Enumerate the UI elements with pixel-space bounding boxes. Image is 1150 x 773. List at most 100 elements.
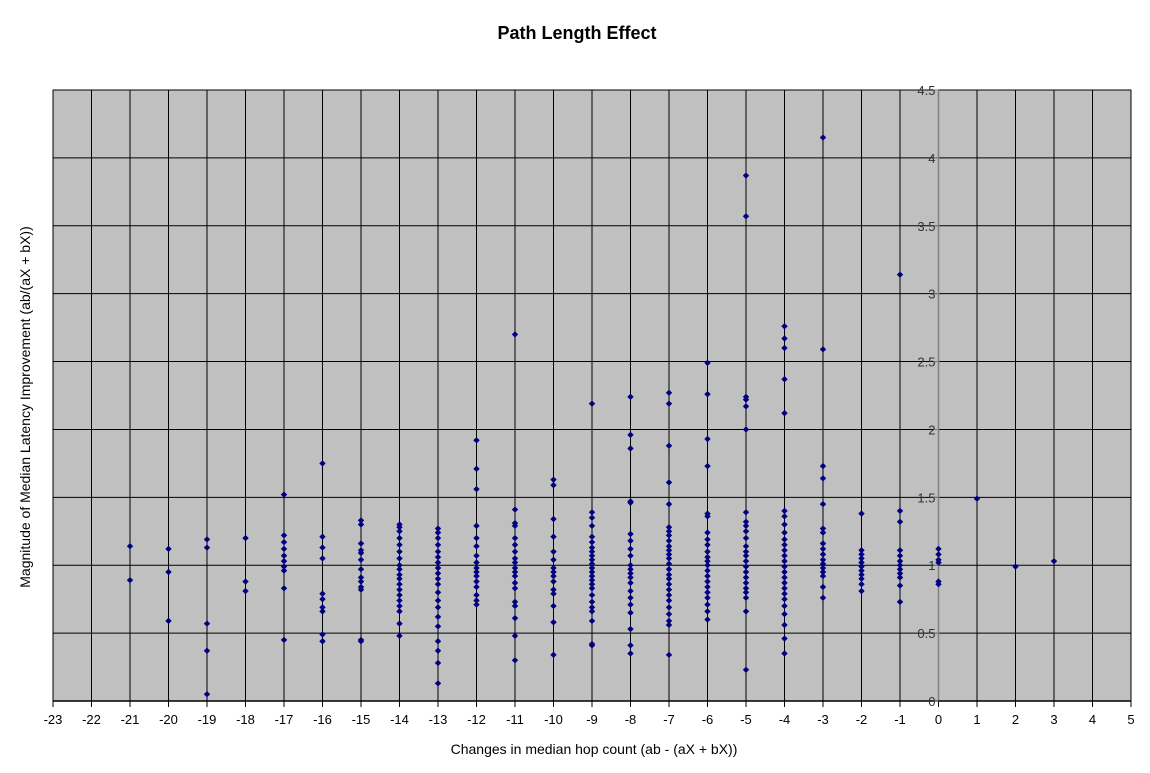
data-point	[511, 572, 519, 580]
y-axis-label: Magnitude of Median Latency Improvement …	[17, 226, 33, 587]
data-point	[434, 548, 442, 555]
y-tick-label: 0.5	[917, 626, 935, 641]
data-point	[280, 557, 288, 565]
x-tick-label: -3	[817, 712, 829, 727]
data-point	[858, 567, 865, 574]
data-point	[357, 540, 365, 547]
data-point	[781, 521, 788, 528]
data-point	[665, 560, 673, 568]
data-point	[434, 680, 442, 687]
data-point	[742, 522, 750, 530]
data-point	[203, 536, 211, 543]
data-point	[704, 462, 711, 470]
data-point	[665, 591, 673, 599]
data-point	[434, 638, 442, 645]
data-point	[511, 579, 519, 587]
x-tick-label: -9	[586, 712, 598, 727]
data-point	[434, 597, 442, 604]
data-point	[588, 572, 596, 580]
data-point	[781, 621, 788, 629]
data-point	[280, 636, 288, 644]
data-point	[627, 579, 634, 587]
data-point	[896, 562, 904, 569]
x-tick-label: -2	[856, 712, 868, 727]
data-point	[627, 545, 634, 553]
data-point	[781, 409, 788, 417]
data-point	[665, 610, 673, 618]
data-point	[781, 536, 788, 543]
data-point	[704, 583, 711, 591]
data-point	[742, 557, 750, 565]
x-tick-label: 4	[1089, 712, 1096, 727]
data-point	[627, 609, 634, 616]
data-point	[473, 465, 480, 473]
data-point	[473, 591, 480, 599]
data-point	[473, 552, 480, 559]
data-point	[665, 389, 673, 396]
data-point	[742, 568, 750, 576]
data-point	[742, 172, 750, 179]
data-point	[588, 617, 596, 625]
data-point	[781, 590, 788, 597]
data-point	[742, 534, 750, 542]
data-point	[819, 551, 827, 558]
data-point	[665, 566, 673, 573]
data-point	[588, 544, 596, 551]
data-point	[588, 560, 596, 568]
y-tick-label: 3	[928, 287, 935, 302]
data-point	[511, 555, 519, 562]
data-point	[588, 548, 596, 555]
y-tick-label: 1.5	[917, 490, 935, 505]
data-point	[511, 614, 519, 622]
data-point	[819, 346, 827, 353]
data-point	[242, 587, 249, 595]
data-point	[511, 522, 519, 530]
data-point	[742, 574, 750, 581]
x-tick-label: -13	[429, 712, 448, 727]
data-point	[819, 556, 827, 563]
data-point	[704, 567, 711, 574]
data-point	[126, 543, 134, 550]
data-point	[473, 597, 480, 604]
data-point	[781, 323, 788, 330]
x-tick-label: 3	[1050, 712, 1057, 727]
data-point	[511, 506, 519, 513]
data-point	[819, 568, 827, 576]
data-point	[819, 525, 827, 532]
data-point	[511, 657, 519, 664]
data-point	[588, 564, 596, 572]
data-point	[434, 529, 442, 536]
data-point	[742, 528, 750, 535]
data-point	[434, 570, 442, 577]
data-point	[781, 585, 788, 592]
data-point	[704, 572, 711, 580]
data-point	[896, 271, 904, 278]
y-tick-label: 4.5	[917, 83, 935, 98]
data-point	[935, 545, 942, 553]
data-point	[357, 566, 365, 573]
data-point	[396, 597, 403, 604]
data-point	[665, 555, 673, 562]
data-point	[781, 557, 788, 565]
data-point	[588, 552, 596, 559]
data-point	[781, 650, 788, 657]
data-point	[511, 559, 519, 566]
data-point	[704, 562, 711, 569]
data-point	[627, 537, 634, 544]
data-point	[781, 547, 788, 554]
y-axis-ticks: 0 0.5 1 1.5 2 2.5 3 3.5 4 4.5	[917, 83, 939, 709]
x-tick-label: -18	[236, 712, 255, 727]
data-point	[280, 538, 288, 546]
data-point	[896, 552, 904, 559]
data-point	[704, 548, 711, 555]
data-point	[319, 608, 326, 615]
data-point	[896, 598, 904, 606]
data-point	[704, 553, 711, 561]
data-point	[396, 581, 403, 588]
data-point	[665, 500, 673, 508]
data-point	[627, 562, 634, 569]
x-tick-label: 1	[973, 712, 980, 727]
data-point	[203, 620, 211, 627]
data-point	[319, 544, 326, 551]
data-point	[781, 563, 788, 570]
